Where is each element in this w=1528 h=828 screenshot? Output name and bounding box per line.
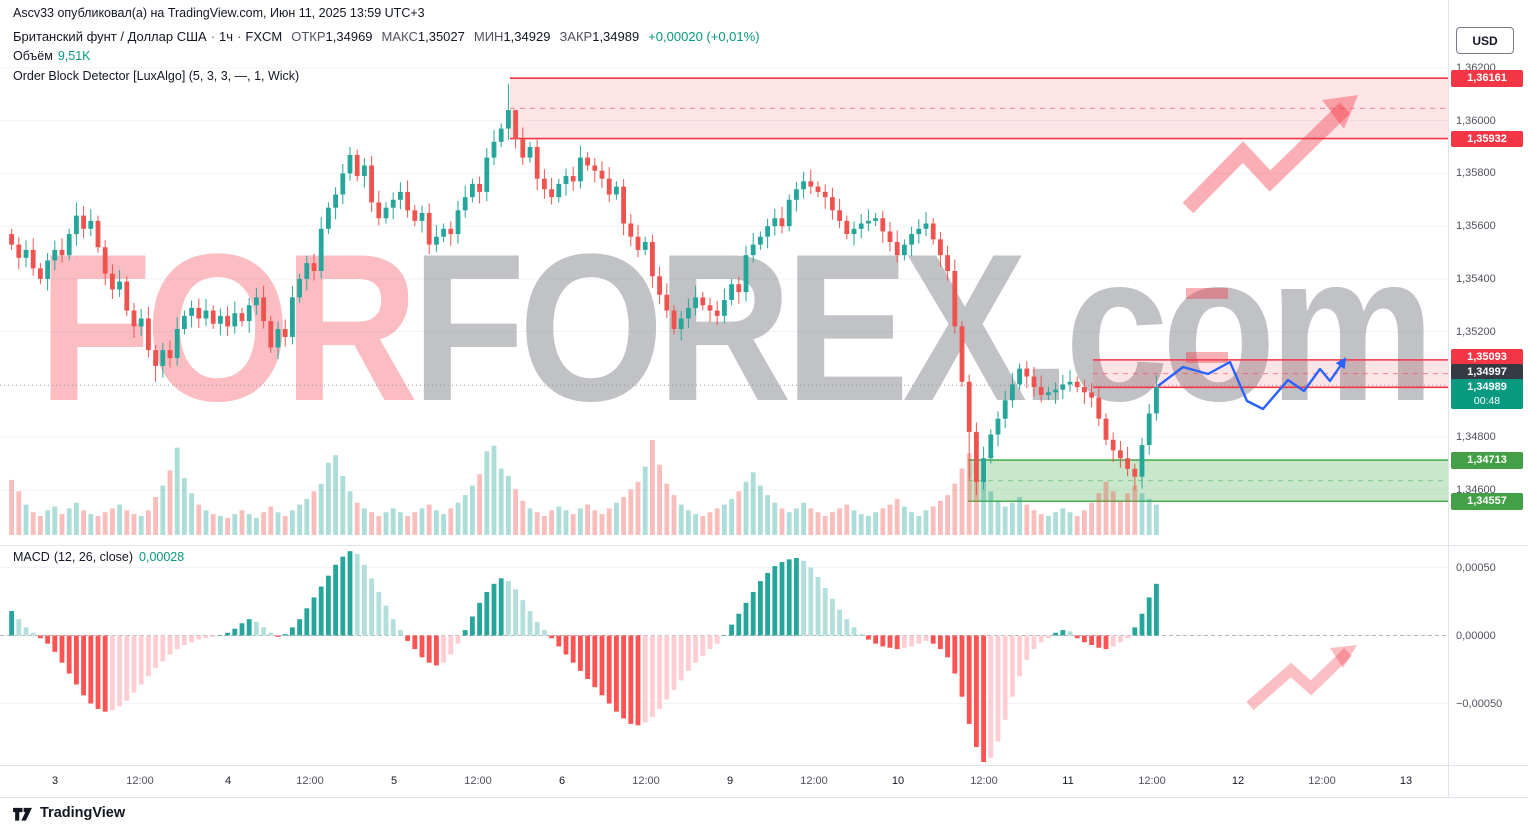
grid-layer bbox=[0, 67, 1448, 704]
tradingview-logo-icon[interactable] bbox=[12, 805, 33, 822]
macd-layer bbox=[0, 551, 1448, 762]
tradingview-brand[interactable]: TradingView bbox=[40, 805, 126, 821]
price-label: 1,34997 bbox=[1451, 364, 1523, 381]
footer-bar: TradingView bbox=[0, 797, 1528, 828]
price-label: 1,35932 bbox=[1451, 130, 1523, 148]
pane-separator bbox=[1449, 765, 1528, 766]
svg-text:12: 12 bbox=[1232, 775, 1244, 787]
price-tick: 1,35400 bbox=[1456, 272, 1496, 285]
chart-canvas[interactable]: FORFOREX.com 3 12:00 4 12:00 5 12:00 6 12:00 9 12:… bbox=[0, 0, 1448, 797]
svg-text:12:00: 12:00 bbox=[970, 775, 998, 787]
svg-text:12:00: 12:00 bbox=[464, 775, 492, 787]
bar-countdown: 00:48 bbox=[1473, 395, 1501, 408]
svg-text:12:00: 12:00 bbox=[632, 775, 660, 787]
price-tick: 1,35800 bbox=[1456, 167, 1496, 180]
svg-text:4: 4 bbox=[225, 775, 231, 787]
svg-text:6: 6 bbox=[559, 775, 565, 787]
svg-text:FORFOREX.com: FORFOREX.com bbox=[38, 210, 1428, 445]
bearish-order-block bbox=[1093, 359, 1448, 388]
svg-text:10: 10 bbox=[892, 775, 904, 787]
svg-text:12:00: 12:00 bbox=[296, 775, 324, 787]
price-tick: 1,34600 bbox=[1456, 483, 1496, 496]
forforex-watermark: FORFOREX.com bbox=[38, 95, 1436, 711]
macd-tick: 0,00000 bbox=[1456, 629, 1496, 642]
time-axis-labels: 3 12:00 4 12:00 5 12:00 6 12:00 9 12:00 10 12:00 11 1… bbox=[52, 775, 1412, 787]
svg-text:11: 11 bbox=[1062, 775, 1073, 787]
svg-text:3: 3 bbox=[52, 775, 58, 787]
svg-text:9: 9 bbox=[727, 775, 733, 787]
price-label: 1,34989 00:48 bbox=[1451, 379, 1523, 410]
macd-tick: 0,00050 bbox=[1456, 561, 1496, 574]
svg-text:12:00: 12:00 bbox=[1138, 775, 1166, 787]
price-tick: 1,35200 bbox=[1456, 325, 1496, 338]
price-tick: 1,35600 bbox=[1456, 220, 1496, 233]
price-axis[interactable]: USD 1,36200 1,36000 1,35800 1,35600 1,35400 1… bbox=[1448, 0, 1528, 797]
price-label: 1,34557 bbox=[1451, 493, 1523, 510]
candles-layer bbox=[9, 83, 1159, 496]
svg-text:13: 13 bbox=[1400, 775, 1412, 787]
price-label: 1,36161 bbox=[1451, 70, 1523, 87]
price-label: 1,35093 bbox=[1451, 348, 1523, 366]
svg-text:12:00: 12:00 bbox=[1308, 775, 1336, 787]
volume-layer bbox=[9, 440, 1159, 535]
price-label: 1,34713 bbox=[1451, 452, 1523, 469]
macd-tick: −0,00050 bbox=[1456, 697, 1503, 710]
time-axis[interactable] bbox=[0, 765, 1448, 797]
projection-arrow[interactable] bbox=[1157, 357, 1347, 411]
svg-text:12:00: 12:00 bbox=[126, 775, 154, 787]
svg-text:5: 5 bbox=[391, 775, 397, 787]
price-tick: 1,34800 bbox=[1456, 431, 1496, 444]
currency-button[interactable]: USD bbox=[1456, 27, 1514, 54]
svg-text:12:00: 12:00 bbox=[800, 775, 828, 787]
price-tick: 1,36000 bbox=[1456, 114, 1496, 127]
order-blocks-layer bbox=[510, 77, 1448, 503]
pane-separator bbox=[1449, 545, 1528, 546]
